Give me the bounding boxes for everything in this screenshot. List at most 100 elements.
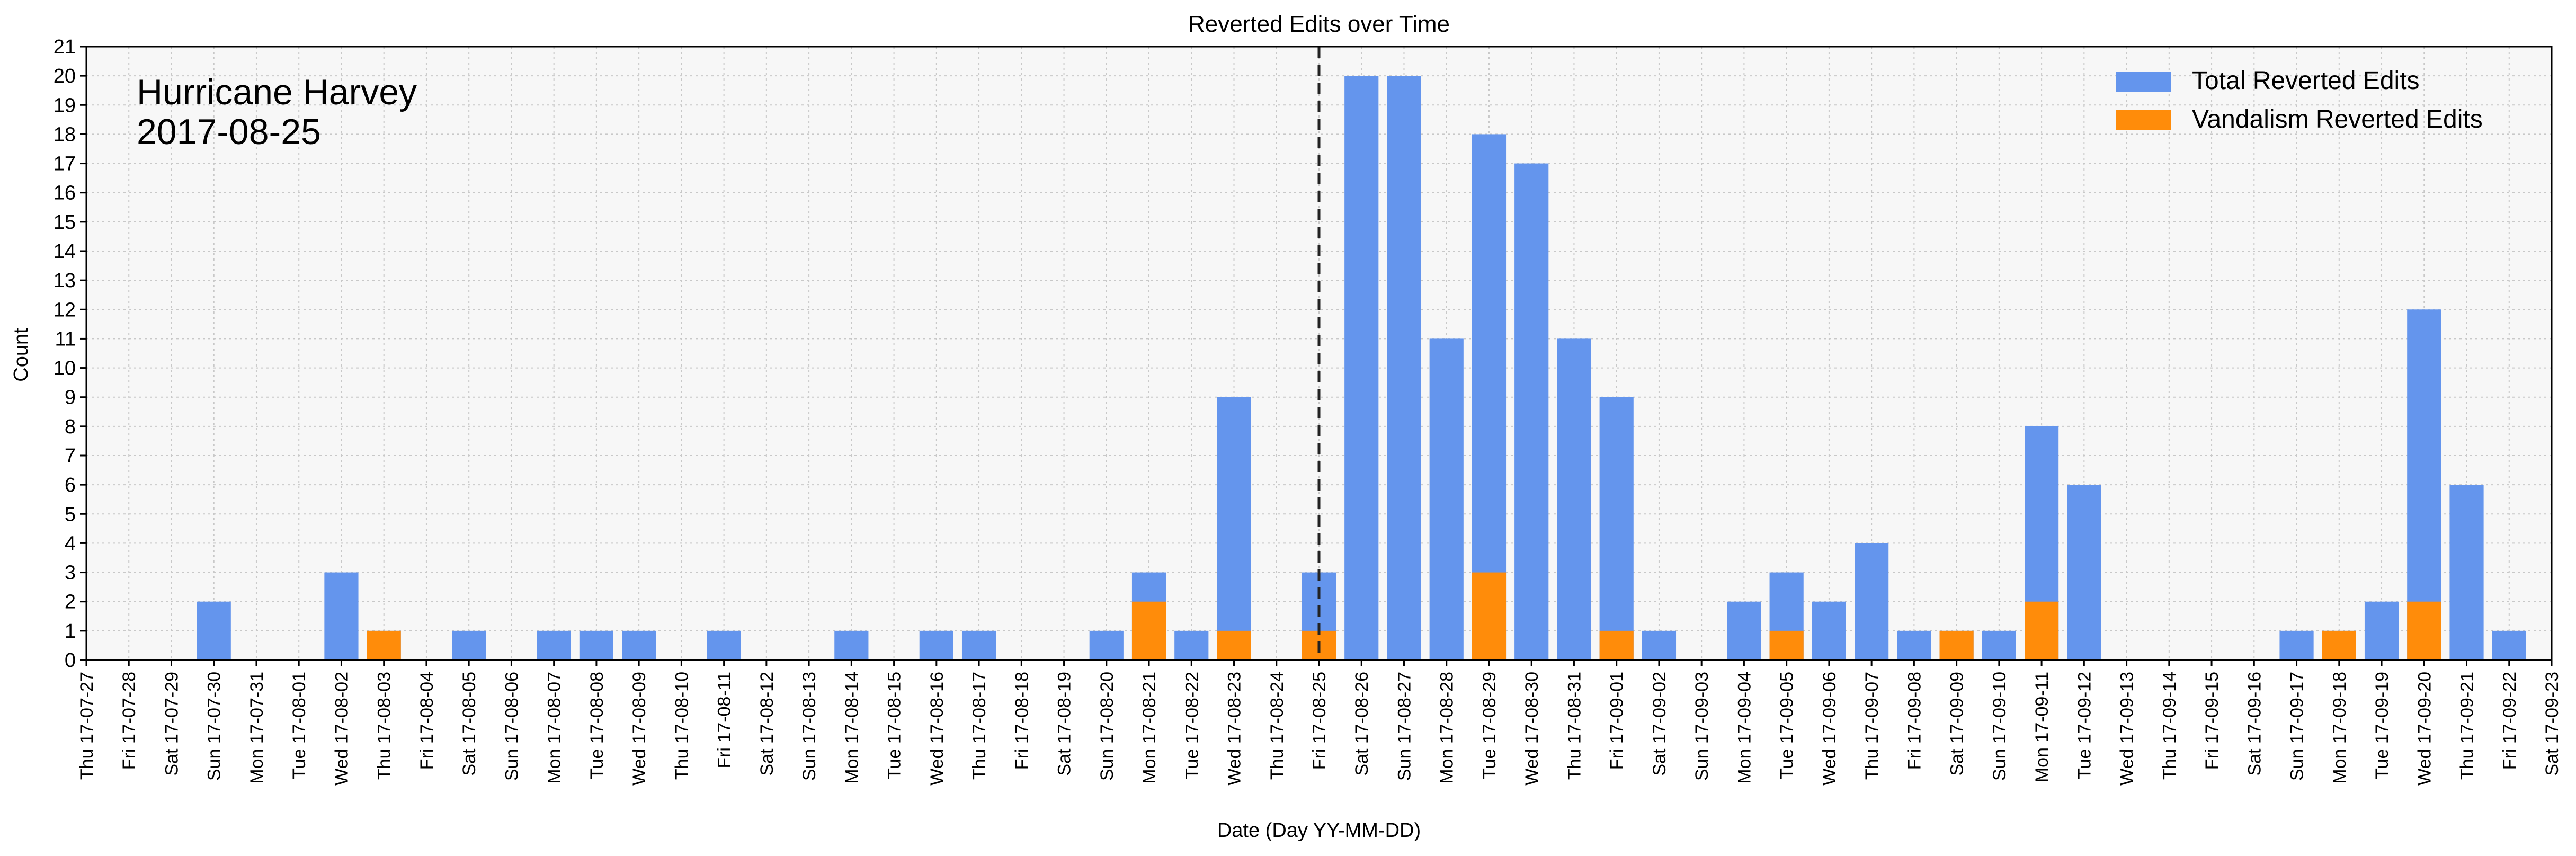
x-tick-label: Thu 17-09-07 (1862, 672, 1882, 780)
y-tick-label: 1 (65, 620, 76, 643)
bar-vandalism-reverted (367, 630, 401, 660)
y-tick-label: 11 (55, 328, 76, 350)
x-tick-label: Tue 17-09-12 (2074, 672, 2094, 779)
x-tick-label: Tue 17-09-05 (1777, 672, 1797, 779)
y-axis-label: Count (10, 328, 32, 382)
x-tick-label: Sun 17-08-27 (1394, 672, 1414, 781)
x-tick-label: Wed 17-09-20 (2414, 672, 2435, 786)
y-tick-label: 18 (54, 123, 76, 146)
x-tick-label: Sun 17-09-03 (1692, 672, 1712, 781)
bar-total-reverted (452, 630, 486, 660)
y-tick-label: 2 (65, 591, 76, 613)
bar-total-reverted (197, 601, 231, 660)
x-tick-label: Wed 17-08-23 (1225, 672, 1245, 786)
event-annotation-date: 2017-08-25 (137, 112, 321, 152)
bar-total-reverted (1982, 630, 2016, 660)
bar-total-reverted (1387, 76, 1421, 661)
x-tick-label: Sat 17-07-29 (162, 672, 182, 776)
x-tick-label: Sat 17-08-26 (1352, 672, 1372, 776)
bar-total-reverted (1897, 630, 1931, 660)
x-tick-label: Sun 17-08-06 (502, 672, 522, 781)
bar-total-reverted (579, 630, 613, 660)
x-tick-label: Fri 17-09-15 (2202, 672, 2222, 770)
chart-title: Reverted Edits over Time (1188, 11, 1450, 37)
legend-swatch-total (2116, 72, 2171, 92)
bar-vandalism-reverted (1769, 630, 1804, 660)
bar-total-reverted (1089, 630, 1124, 660)
event-annotation-name: Hurricane Harvey (137, 72, 417, 112)
y-tick-label: 10 (54, 358, 76, 380)
x-tick-label: Fri 17-09-22 (2500, 672, 2520, 770)
y-tick-label: 5 (65, 503, 76, 525)
bar-total-reverted (707, 630, 741, 660)
y-tick-label: 7 (65, 445, 76, 467)
x-tick-label: Wed 17-09-06 (1820, 672, 1840, 786)
bar-total-reverted (1599, 397, 1634, 660)
x-tick-label: Sat 17-09-23 (2542, 672, 2562, 776)
y-tick-label: 17 (54, 153, 76, 175)
x-tick-label: Fri 17-08-04 (417, 672, 437, 770)
x-tick-label: Mon 17-09-04 (1734, 672, 1754, 784)
x-tick-label: Sat 17-08-19 (1055, 672, 1075, 776)
bar-total-reverted (2449, 485, 2484, 660)
bar-vandalism-reverted (2407, 601, 2441, 660)
bar-vandalism-reverted (1131, 601, 1166, 660)
bar-total-reverted (1855, 543, 1889, 660)
y-tick-label: 4 (65, 532, 76, 555)
y-tick-label: 9 (65, 387, 76, 409)
bar-total-reverted (2279, 630, 2314, 660)
legend-label-vandalism: Vandalism Reverted Edits (2192, 105, 2483, 133)
y-tick-label: 16 (54, 182, 76, 204)
legend-label-total: Total Reverted Edits (2192, 67, 2420, 95)
x-tick-label: Tue 17-08-29 (1479, 672, 1500, 779)
bar-total-reverted (1557, 338, 1591, 660)
x-tick-label: Thu 17-09-21 (2457, 672, 2477, 780)
bar-total-reverted (1514, 163, 1549, 661)
bar-total-reverted (1174, 630, 1209, 660)
bar-total-reverted (2067, 485, 2101, 660)
x-tick-label: Fri 17-07-28 (119, 672, 139, 770)
x-tick-label: Tue 17-09-19 (2372, 672, 2392, 779)
x-tick-label: Tue 17-08-01 (289, 672, 309, 779)
x-tick-label: Sat 17-09-02 (1650, 672, 1670, 776)
y-tick-label: 0 (65, 649, 76, 672)
x-tick-label: Sun 17-07-30 (204, 672, 225, 781)
x-tick-label: Sun 17-08-13 (799, 672, 819, 781)
y-tick-label: 20 (54, 65, 76, 87)
y-tick-label: 12 (54, 299, 76, 321)
y-tick-label: 3 (65, 562, 76, 584)
bar-total-reverted (834, 630, 869, 660)
y-tick-label: 13 (54, 270, 76, 292)
bar-vandalism-reverted (1472, 572, 1507, 660)
bar-vandalism-reverted (1599, 630, 1634, 660)
x-tick-label: Wed 17-08-30 (1522, 672, 1542, 786)
bar-total-reverted (324, 572, 359, 660)
y-tick-label: 15 (54, 211, 76, 234)
bar-vandalism-reverted (1217, 630, 1251, 660)
x-tick-label: Mon 17-08-21 (1139, 672, 1160, 784)
x-tick-label: Sun 17-09-17 (2287, 672, 2307, 781)
x-tick-label: Fri 17-08-25 (1309, 672, 1330, 770)
x-tick-label: Mon 17-08-14 (842, 672, 862, 784)
x-tick-label: Sun 17-08-20 (1097, 672, 1117, 781)
x-tick-label: Fri 17-09-01 (1607, 672, 1627, 770)
y-tick-label: 8 (65, 416, 76, 438)
bar-total-reverted (2492, 630, 2526, 660)
x-tick-label: Wed 17-08-16 (927, 672, 947, 786)
x-tick-label: Tue 17-08-08 (587, 672, 607, 779)
x-tick-label: Mon 17-09-11 (2032, 672, 2052, 782)
x-tick-label: Sun 17-09-10 (1990, 672, 2010, 781)
x-tick-label: Thu 17-07-27 (77, 672, 97, 780)
y-tick-label: 6 (65, 474, 76, 496)
x-tick-label: Tue 17-08-22 (1182, 672, 1202, 779)
x-tick-label: Tue 17-08-15 (885, 672, 905, 779)
bar-total-reverted (961, 630, 996, 660)
bar-total-reverted (919, 630, 953, 660)
bar-vandalism-reverted (2025, 601, 2059, 660)
x-tick-label: Sat 17-08-05 (459, 672, 479, 776)
x-tick-label: Thu 17-08-31 (1564, 672, 1584, 780)
x-tick-label: Thu 17-08-24 (1267, 672, 1287, 780)
